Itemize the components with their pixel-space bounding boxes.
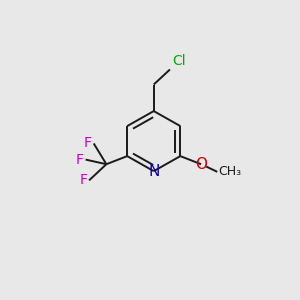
Text: F: F — [76, 153, 84, 166]
Text: Cl: Cl — [172, 54, 185, 68]
Text: O: O — [195, 157, 207, 172]
Text: CH₃: CH₃ — [218, 165, 242, 178]
Text: N: N — [148, 164, 159, 178]
Text: F: F — [79, 173, 87, 188]
Text: F: F — [84, 136, 92, 150]
